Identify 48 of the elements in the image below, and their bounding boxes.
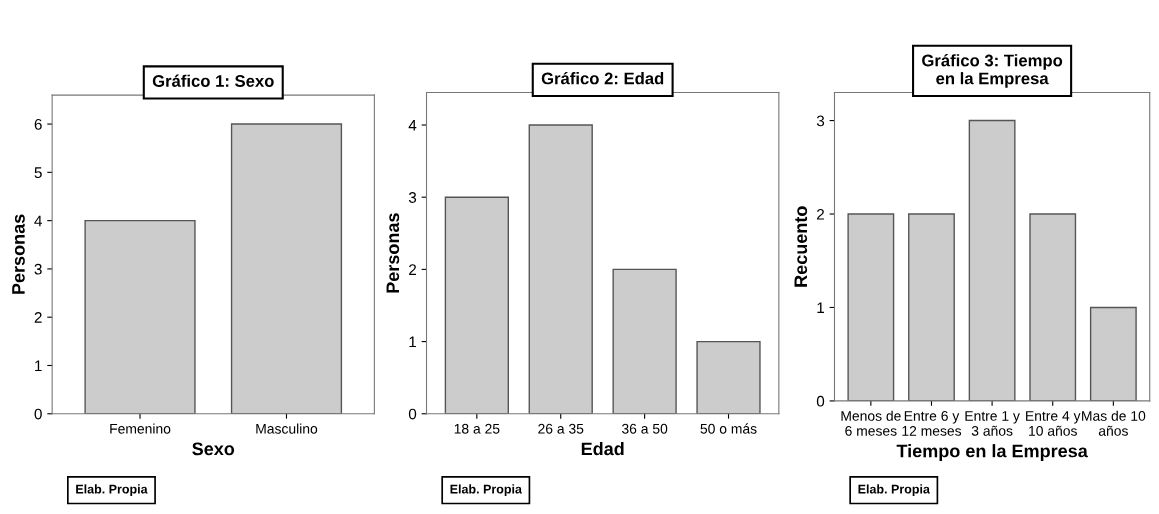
x-axis-title: Edad	[581, 441, 624, 456]
y-tick-label: 1	[35, 360, 42, 372]
x-tick-label: 50 o más	[700, 423, 757, 434]
y-tick-label: 2	[34, 312, 42, 323]
y-axis-title: Personas	[12, 214, 25, 294]
x-tick-label: 36 a 50	[621, 423, 668, 434]
y-axis-title: Recuento	[794, 206, 808, 287]
text: Elab. Propia	[76, 484, 148, 497]
chart-title: Gráfico 2: Edad	[541, 71, 664, 85]
y-tick-label: 0	[34, 408, 42, 420]
text: Elab. Propia	[858, 484, 930, 497]
x-axis-title: Tiempo en la Empresa	[896, 444, 1088, 461]
x-tick-label: Menos de 6 meses	[841, 410, 901, 436]
chart-title: Gráfico 1: Sexo	[152, 74, 274, 87]
bar	[968, 119, 1016, 401]
y-tick-label: 1	[817, 302, 825, 313]
bar	[1029, 213, 1077, 401]
y-tick-label: 2	[817, 208, 824, 220]
x-tick-label: 26 a 35	[538, 423, 584, 434]
x-tick-label: 18 a 25	[454, 423, 500, 434]
x-tick-label: Entre 4 y 10 años	[1026, 411, 1081, 436]
bar	[444, 196, 509, 414]
y-tick-label: 1	[409, 336, 417, 348]
bar	[612, 268, 677, 414]
x-tick-label: Masculino	[256, 423, 318, 434]
y-tick-label: 4	[408, 120, 417, 131]
bar	[1089, 306, 1137, 401]
x-axis-title: Sexo	[192, 442, 235, 456]
y-tick-label: 4	[34, 215, 42, 227]
y-tick-label: 0	[816, 395, 825, 407]
text: Elab. Propia	[450, 484, 523, 497]
y-tick-label: 3	[816, 115, 825, 127]
bar	[847, 213, 895, 401]
y-axis-title: Personas	[386, 213, 400, 293]
y-tick-label: 3	[408, 192, 417, 203]
x-tick-label: Entre 1 y 3 años	[965, 411, 1020, 436]
bar	[528, 124, 593, 414]
x-tick-label: Femenino	[110, 423, 171, 434]
y-tick-label: 2	[409, 264, 417, 275]
y-tick-label: 6	[34, 118, 42, 130]
bar	[908, 213, 955, 401]
bar	[696, 340, 761, 414]
y-tick-label: 3	[34, 263, 42, 275]
y-tick-label: 5	[34, 167, 42, 179]
chart-title: Gráfico 3: Tiempo en la Empresa	[922, 54, 1063, 88]
y-tick-label: 0	[408, 408, 417, 420]
x-tick-label: Entre 6 y 12 meses	[902, 411, 962, 436]
x-tick-label: Mas de 10 años	[1082, 410, 1146, 436]
